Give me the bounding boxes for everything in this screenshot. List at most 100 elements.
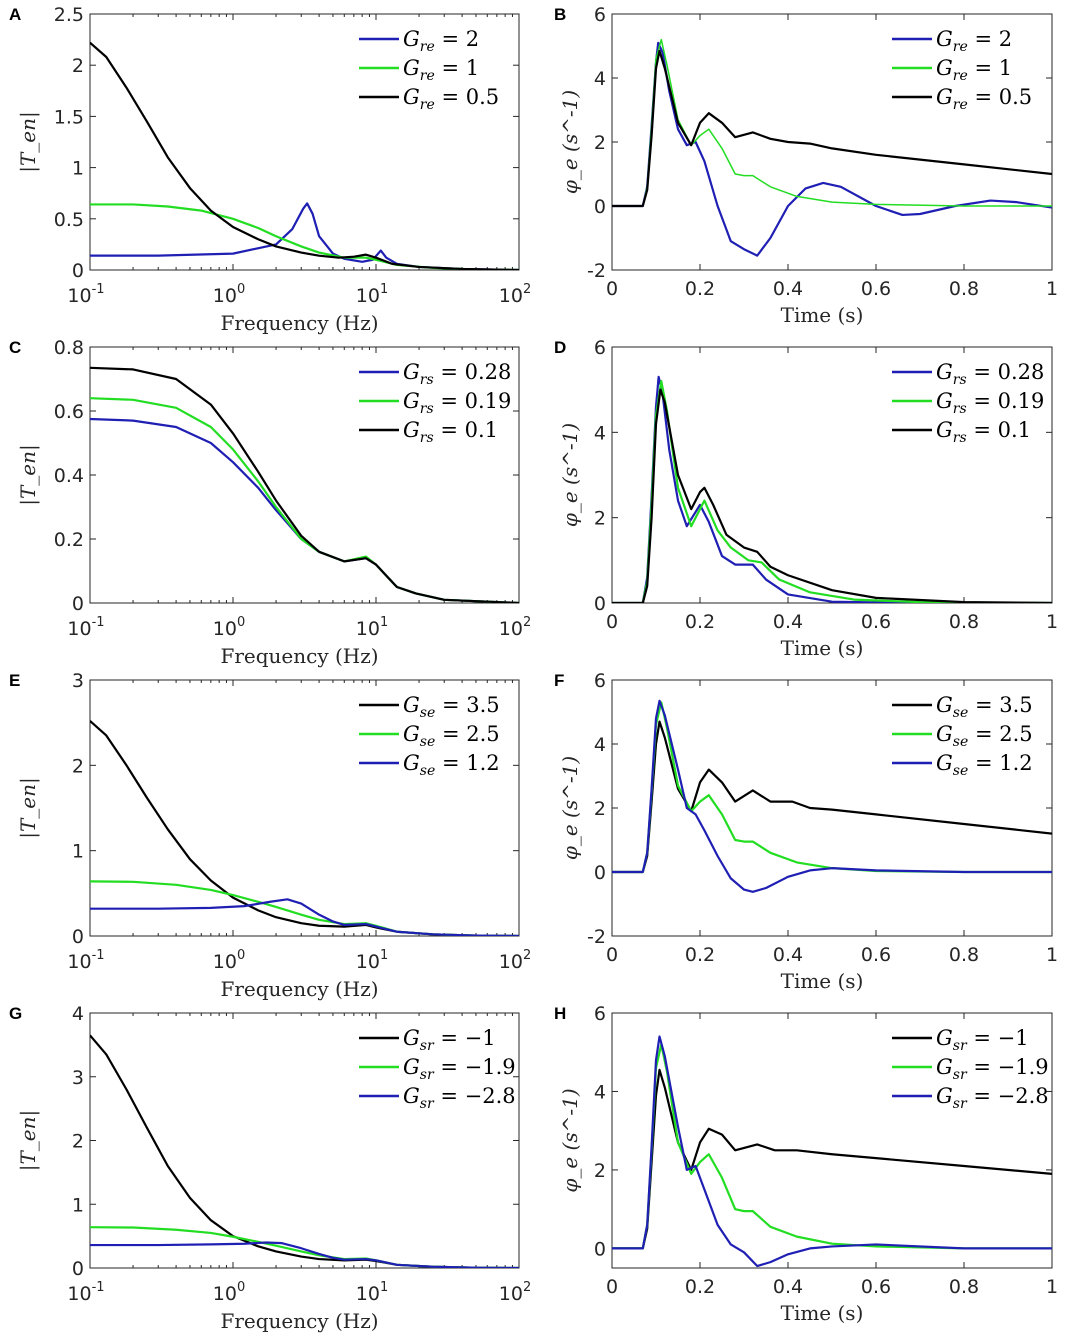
x-tick-label: 0.8 bbox=[949, 278, 979, 300]
series-line-blue bbox=[90, 417, 519, 603]
x-tick-label: 0.6 bbox=[861, 1276, 891, 1298]
legend-entry: Gse = 3.5 bbox=[936, 693, 1033, 721]
axes-box bbox=[611, 346, 1053, 604]
y-tick-label: 1 bbox=[72, 1194, 84, 1216]
panel-letter: H bbox=[554, 1004, 566, 1023]
y-axis-label: φ_e (s^-1) bbox=[558, 1088, 582, 1192]
x-tick-label: 1 bbox=[1046, 611, 1058, 633]
axes-box bbox=[89, 13, 520, 271]
panel-C: C 0 0.2 0.4 0.6 0.8 10-1 100 101 102 Frequency (Hz… bbox=[9, 337, 531, 668]
x-tick-label: 0.4 bbox=[773, 1276, 803, 1298]
series-line-blue bbox=[612, 699, 1052, 893]
legend-entry: Gse = 3.5 bbox=[403, 693, 500, 721]
y-tick-label: 0 bbox=[72, 260, 84, 282]
y-tick-label: 6 bbox=[594, 670, 606, 692]
x-tick-label: 0.8 bbox=[949, 944, 979, 966]
x-tick-label: 0 bbox=[606, 278, 618, 300]
x-tick-label: 100 bbox=[213, 948, 245, 973]
y-tick-label: 4 bbox=[594, 734, 606, 756]
y-axis-label: φ_e (s^-1) bbox=[558, 423, 582, 527]
legend-entry: Grs = 0.1 bbox=[936, 418, 1031, 446]
y-tick-label: 0.2 bbox=[54, 529, 84, 551]
x-axis-label: Frequency (Hz) bbox=[220, 977, 378, 1001]
y-tick-label: 2 bbox=[594, 508, 606, 530]
legend-entry: Grs = 0.28 bbox=[403, 360, 511, 388]
panel-letter: D bbox=[554, 338, 566, 357]
x-tick-label: 101 bbox=[356, 282, 388, 307]
x-tick-label: 0.2 bbox=[685, 1276, 715, 1298]
y-tick-label: 0 bbox=[594, 593, 606, 615]
axes-box bbox=[611, 679, 1053, 937]
y-axis-label: |T_en| bbox=[16, 1110, 41, 1172]
panel-E: E 0 1 2 3 10-1 100 101 102 Frequency (Hz) |T_en| Gs… bbox=[9, 670, 531, 1001]
x-tick-label: 1 bbox=[1046, 1276, 1058, 1298]
panel-A: A 0 0.5 1 1.5 2 2.5 10-1 100 101 102 Frequency (Hz)… bbox=[9, 4, 531, 335]
x-tick-label: 100 bbox=[213, 282, 245, 307]
x-tick-label: 1 bbox=[1046, 278, 1058, 300]
x-tick-label: 10-1 bbox=[67, 1280, 104, 1305]
panel-letter: A bbox=[9, 5, 21, 24]
x-axis-label: Frequency (Hz) bbox=[220, 311, 378, 335]
y-tick-label: 6 bbox=[594, 337, 606, 359]
x-tick-label: 0.2 bbox=[685, 278, 715, 300]
x-tick-label: 0 bbox=[606, 944, 618, 966]
x-tick-label: 100 bbox=[213, 615, 245, 640]
x-tick-label: 101 bbox=[356, 615, 388, 640]
legend-entry: Gsr = −2.8 bbox=[936, 1084, 1049, 1112]
y-tick-label: 4 bbox=[594, 422, 606, 444]
legend-entry: Grs = 0.19 bbox=[936, 389, 1044, 417]
y-tick-label: 0.8 bbox=[54, 337, 84, 359]
y-tick-label: 0.5 bbox=[54, 209, 84, 231]
series-line-black bbox=[612, 49, 1052, 208]
y-tick-label: 1 bbox=[72, 158, 84, 180]
y-tick-label: 1.5 bbox=[54, 106, 84, 128]
x-tick-label: 10-1 bbox=[67, 615, 104, 640]
series-line-blue bbox=[90, 202, 519, 270]
y-axis-label: φ_e (s^-1) bbox=[558, 756, 582, 860]
x-tick-label: 0.6 bbox=[861, 611, 891, 633]
legend-entry: Gse = 1.2 bbox=[403, 751, 500, 779]
series-line-blue bbox=[90, 898, 519, 936]
y-axis-label: φ_e (s^-1) bbox=[558, 90, 582, 194]
legend-entry: Gre = 1 bbox=[936, 56, 1012, 84]
series-line-blue bbox=[90, 1241, 519, 1268]
x-tick-label: 0.4 bbox=[773, 611, 803, 633]
x-tick-label: 102 bbox=[499, 948, 531, 973]
legend-entry: Gsr = −2.8 bbox=[403, 1084, 516, 1112]
y-tick-label: 2 bbox=[72, 55, 84, 77]
x-tick-label: 10-1 bbox=[67, 948, 104, 973]
x-axis-label: Frequency (Hz) bbox=[220, 644, 378, 668]
x-tick-label: 101 bbox=[356, 948, 388, 973]
series-line-black bbox=[90, 41, 519, 270]
x-tick-label: 0 bbox=[606, 1276, 618, 1298]
series-line-black bbox=[612, 388, 1052, 603]
axes-box bbox=[89, 346, 520, 604]
x-axis-label: Time (s) bbox=[781, 1301, 864, 1325]
axes-box bbox=[89, 679, 520, 937]
panel-D: D 0 2 4 6 0 0.2 0.4 0.6 0.8 1 Time (s) φ_e (s^-1) Grs… bbox=[554, 337, 1058, 660]
y-axis-label: |T_en| bbox=[16, 444, 41, 506]
series-line-green bbox=[90, 1226, 519, 1268]
panel-H: H 0 2 4 6 0 0.2 0.4 0.6 0.8 1 Time (s) φ_e (s^-1) Gsr… bbox=[554, 1003, 1058, 1325]
legend-entry: Gsr = −1 bbox=[403, 1026, 496, 1054]
panel-letter: E bbox=[9, 671, 20, 690]
y-tick-label: 2 bbox=[594, 798, 606, 820]
legend-entry: Gre = 0.5 bbox=[936, 85, 1032, 113]
legend-entry: Gre = 1 bbox=[403, 56, 479, 84]
legend-entry: Gsr = −1 bbox=[936, 1026, 1029, 1054]
legend-entry: Gsr = −1.9 bbox=[936, 1055, 1049, 1083]
legend-entry: Gse = 2.5 bbox=[403, 722, 500, 750]
y-tick-label: 0 bbox=[72, 926, 84, 948]
y-tick-label: 4 bbox=[72, 1003, 84, 1025]
x-tick-label: 0.4 bbox=[773, 944, 803, 966]
legend-entry: Gre = 2 bbox=[403, 27, 479, 55]
x-tick-label: 102 bbox=[499, 615, 531, 640]
x-tick-label: 0.6 bbox=[861, 944, 891, 966]
legend-entry: Gre = 2 bbox=[936, 27, 1012, 55]
y-tick-label: 0 bbox=[594, 1238, 606, 1260]
y-axis-label: |T_en| bbox=[16, 111, 41, 173]
x-axis-label: Time (s) bbox=[781, 969, 864, 993]
